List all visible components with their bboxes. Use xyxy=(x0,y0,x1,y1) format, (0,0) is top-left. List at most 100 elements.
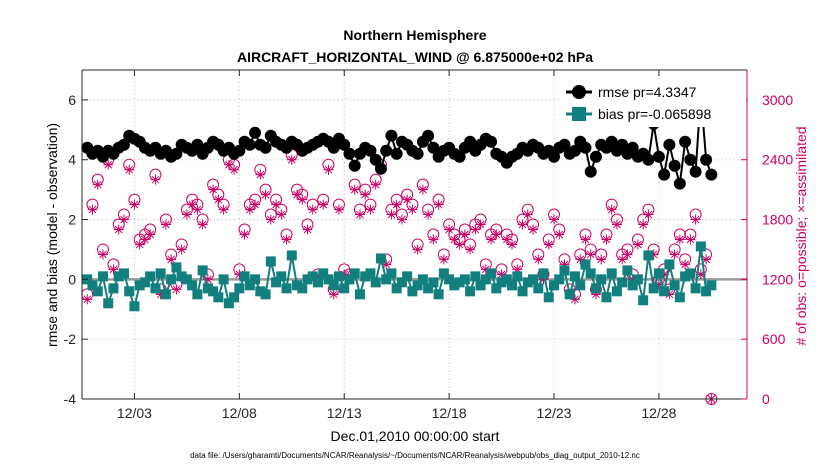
rmse-point xyxy=(700,153,713,166)
rmse-point xyxy=(658,168,671,181)
bias-point xyxy=(166,274,177,285)
bias-point xyxy=(659,286,670,297)
bias-point xyxy=(674,292,685,303)
obs-assimilated-point xyxy=(92,179,103,190)
bias-point xyxy=(150,283,161,294)
obs-assimilated-point xyxy=(297,194,308,205)
bias-point xyxy=(265,256,276,267)
obs-assimilated-point xyxy=(381,259,392,270)
bias-point xyxy=(297,283,308,294)
obs-assimilated-point xyxy=(229,164,240,175)
rmse-point xyxy=(327,141,340,154)
bias-point xyxy=(375,253,386,264)
bias-point xyxy=(533,283,544,294)
obs-assimilated-point xyxy=(559,259,570,270)
bias-point xyxy=(260,289,271,300)
bias-point xyxy=(690,283,701,294)
bias-point xyxy=(250,274,261,285)
rmse-point xyxy=(684,153,697,166)
bias-point xyxy=(501,274,512,285)
rmse-point xyxy=(249,126,262,139)
bias-point xyxy=(459,274,470,285)
obs-assimilated-point xyxy=(417,184,428,195)
bias-point xyxy=(522,277,533,288)
y-axis-right-label: # of obs: o=possible; ×=assimilated xyxy=(793,126,809,345)
obs-assimilated-point xyxy=(360,189,371,200)
obs-assimilated-point xyxy=(538,274,549,285)
rmse-point xyxy=(568,144,581,157)
obs-assimilated-point xyxy=(108,264,119,275)
bias-point xyxy=(118,268,129,279)
obs-assimilated-point xyxy=(632,239,643,250)
bias-point xyxy=(97,271,108,282)
bias-point xyxy=(491,283,502,294)
obs-assimilated-point xyxy=(491,229,502,240)
obs-assimilated-point xyxy=(517,219,528,230)
bias-point xyxy=(87,280,98,291)
obs-assimilated-point xyxy=(533,254,544,265)
obs-assimilated-point xyxy=(302,224,313,235)
rmse-point xyxy=(374,162,387,175)
rmse-point xyxy=(584,165,597,178)
obs-assimilated-point xyxy=(155,289,166,300)
obs-assimilated-point xyxy=(97,249,108,260)
obs-assimilated-point xyxy=(648,249,659,260)
obs-assimilated-point xyxy=(213,194,224,205)
rmse-point xyxy=(558,138,571,151)
x-tick-label: 12/08 xyxy=(222,405,257,421)
bias-point xyxy=(559,265,570,276)
bias-point xyxy=(569,271,580,282)
obs-assimilated-point xyxy=(276,209,287,220)
rmse-point xyxy=(673,177,686,190)
rmse-point xyxy=(338,138,351,151)
bias-point xyxy=(181,274,192,285)
bias-point xyxy=(202,283,213,294)
bias-point xyxy=(638,295,649,306)
bias-point xyxy=(507,280,518,291)
obs-assimilated-point xyxy=(197,219,208,230)
rmse-point xyxy=(589,150,602,163)
obs-assimilated-point xyxy=(444,224,455,235)
obs-assimilated-point xyxy=(171,284,182,295)
obs-assimilated-point xyxy=(611,219,622,230)
obs-assimilated-point xyxy=(465,244,476,255)
y-left-tick-label: 2 xyxy=(68,212,76,228)
bias-point xyxy=(480,274,491,285)
obs-assimilated-point xyxy=(627,274,638,285)
legend-rmse-marker xyxy=(572,85,586,99)
bias-point xyxy=(271,277,282,288)
bias-point xyxy=(423,283,434,294)
bias-point xyxy=(685,268,696,279)
bias-point xyxy=(601,292,612,303)
y-left-tick-label: -2 xyxy=(64,331,77,347)
rmse-point xyxy=(233,144,246,157)
bias-point xyxy=(407,286,418,297)
rmse-point xyxy=(411,147,424,160)
obs-assimilated-point xyxy=(134,239,145,250)
bias-point xyxy=(470,271,481,282)
rmse-point xyxy=(427,141,440,154)
obs-assimilated-point xyxy=(674,234,685,245)
bias-point xyxy=(370,277,381,288)
rmse-point xyxy=(191,138,204,151)
bias-point xyxy=(664,259,675,270)
rmse-point xyxy=(243,138,256,151)
y-right-tick-label: 600 xyxy=(762,331,786,347)
bias-point xyxy=(396,277,407,288)
obs-assimilated-point xyxy=(554,229,565,240)
obs-assimilated-point xyxy=(103,159,114,170)
rmse-point xyxy=(605,135,618,148)
obs-assimilated-point xyxy=(643,209,654,220)
bias-point xyxy=(465,286,476,297)
rmse-point xyxy=(668,159,681,172)
obs-assimilated-point xyxy=(82,294,93,305)
obs-assimilated-point xyxy=(653,279,664,290)
obs-assimilated-point xyxy=(412,244,423,255)
bias-point xyxy=(627,280,638,291)
obs-assimilated-point xyxy=(580,234,591,245)
x-axis-label: Dec.01,2010 00:00:00 start xyxy=(331,428,500,444)
bias-point xyxy=(323,274,334,285)
obs-assimilated-point xyxy=(218,204,229,215)
bias-point xyxy=(108,283,119,294)
